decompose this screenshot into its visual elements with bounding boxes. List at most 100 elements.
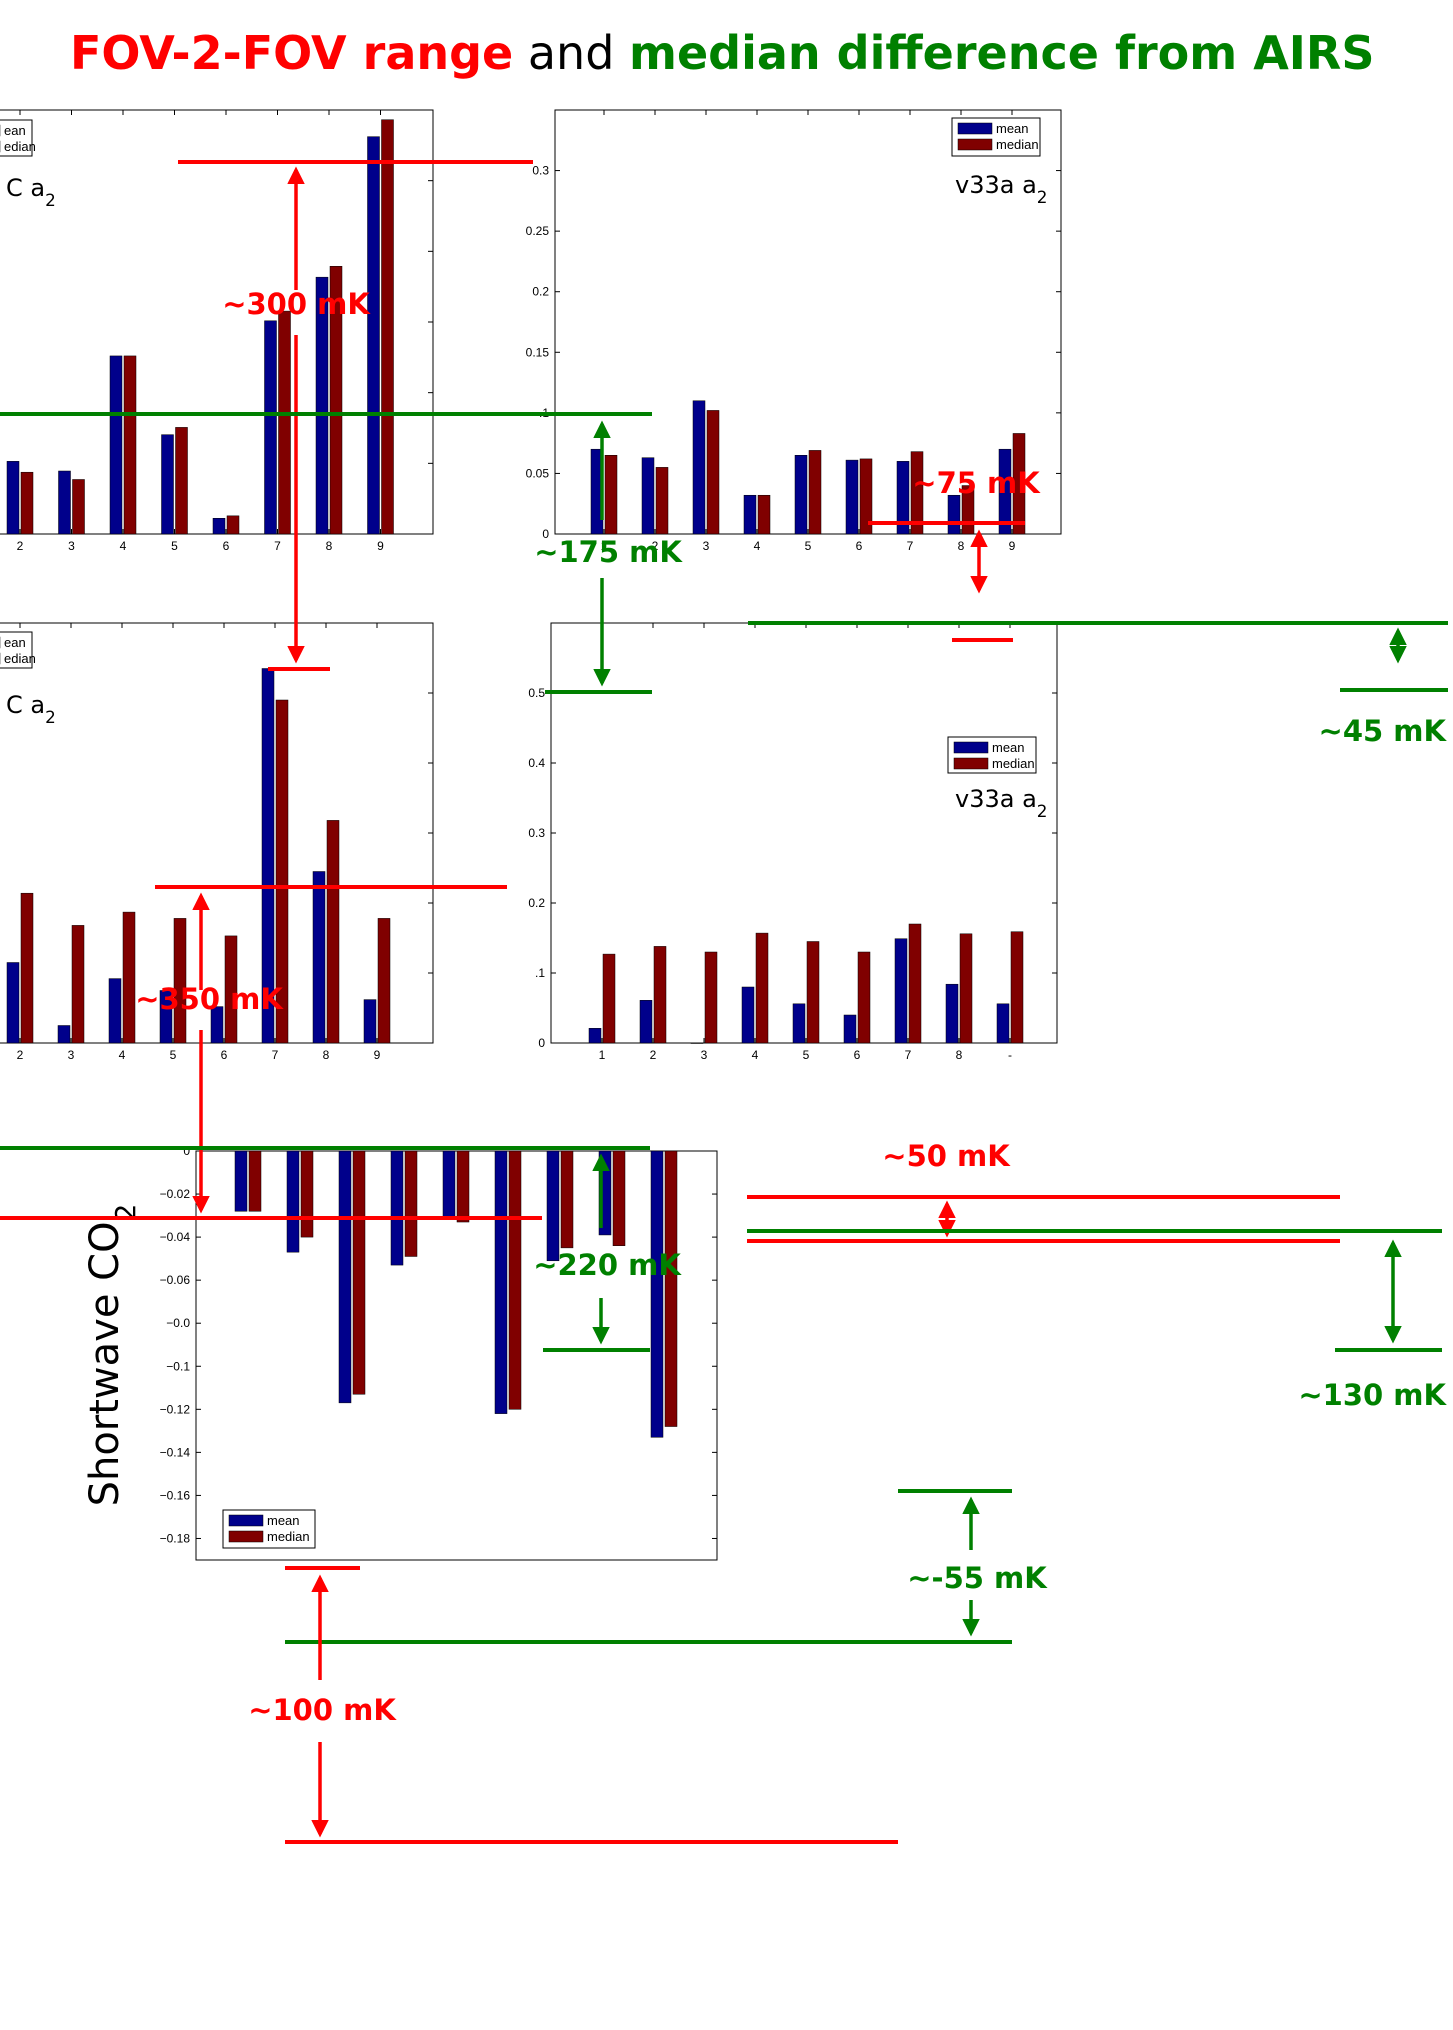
x-tick-label: 8 bbox=[958, 539, 965, 553]
bar-mean bbox=[159, 990, 173, 1044]
y-tick-label: −0.12 bbox=[160, 1402, 191, 1416]
bar-mean bbox=[998, 448, 1012, 535]
bar-mean bbox=[390, 1150, 404, 1266]
axes-frame bbox=[0, 622, 434, 1044]
bar-mean bbox=[494, 1150, 508, 1414]
bar-mean bbox=[692, 400, 706, 535]
y-tick-label: 0.2 bbox=[532, 285, 549, 299]
bar-mean bbox=[210, 1006, 224, 1044]
bar-median bbox=[175, 427, 188, 535]
range-annotation: ~100 mK bbox=[248, 1693, 397, 1727]
legend-label-mean: ean bbox=[4, 635, 26, 650]
bar-mean bbox=[6, 461, 20, 535]
y-tick-label: −0.16 bbox=[160, 1488, 191, 1502]
range-annotation: ~350 mK bbox=[135, 982, 284, 1016]
x-tick-label: 7 bbox=[907, 539, 914, 553]
legend-label-median: median bbox=[267, 1529, 310, 1544]
legend-label-median: median bbox=[992, 756, 1035, 771]
bar-median bbox=[326, 820, 340, 1044]
bar-median bbox=[248, 1150, 262, 1212]
title-part-median: median difference from AIRS bbox=[629, 26, 1375, 80]
x-tick-label: 2 bbox=[650, 1048, 657, 1062]
x-tick-label: 4 bbox=[120, 539, 127, 553]
bar-mean bbox=[442, 1150, 456, 1218]
annotation-backdrop bbox=[248, 1688, 398, 1728]
y-tick-label: −0.1 bbox=[166, 1359, 190, 1373]
bar-median bbox=[123, 355, 137, 535]
page-title: FOV-2-FOV range and median difference fr… bbox=[70, 26, 1374, 80]
x-tick-label: 2 bbox=[17, 539, 24, 553]
y-tick-label: 0.25 bbox=[526, 224, 550, 238]
legend-label-median: edian bbox=[4, 139, 36, 154]
y-tick-label: 0 bbox=[542, 527, 549, 541]
legend-box bbox=[0, 631, 33, 669]
bar-mean bbox=[947, 494, 961, 535]
bar-mean bbox=[57, 1025, 71, 1044]
x-tick-label: 9 bbox=[377, 539, 384, 553]
x-tick-label: 9 bbox=[1009, 539, 1016, 553]
legend-label-median: median bbox=[996, 137, 1039, 152]
bar-median bbox=[508, 1150, 522, 1410]
bar-median bbox=[72, 479, 85, 535]
bar-median bbox=[908, 923, 922, 1044]
bar-median bbox=[71, 925, 85, 1044]
bar-median bbox=[404, 1150, 418, 1257]
y-tick-label: 0 bbox=[538, 1036, 545, 1050]
y-tick-label: −0.18 bbox=[160, 1531, 191, 1545]
bar-mean bbox=[109, 355, 123, 535]
bar-mean bbox=[108, 978, 122, 1044]
x-tick-label: 3 bbox=[703, 539, 710, 553]
bar-mean bbox=[588, 1028, 602, 1044]
bar-median bbox=[377, 918, 391, 1044]
x-tick-label: 8 bbox=[323, 1048, 330, 1062]
legend-label-mean: ean bbox=[4, 123, 26, 138]
x-tick-label: - bbox=[1008, 1048, 1012, 1062]
x-tick-label: 6 bbox=[854, 1048, 861, 1062]
bar-mean bbox=[794, 455, 808, 535]
bar-median bbox=[757, 494, 771, 535]
bar-median bbox=[226, 515, 240, 535]
bar-mean bbox=[639, 1000, 653, 1044]
bar-median bbox=[604, 455, 618, 535]
bar-median bbox=[20, 892, 34, 1044]
x-tick-label: 1 bbox=[601, 539, 608, 553]
bar-mean bbox=[690, 1042, 704, 1044]
legend-label-mean: mean bbox=[996, 121, 1029, 136]
legend-swatch-mean bbox=[953, 741, 989, 754]
bar-median bbox=[560, 1150, 574, 1249]
bar-median bbox=[456, 1150, 470, 1223]
bar-mean bbox=[741, 986, 755, 1044]
x-tick-label: 6 bbox=[856, 539, 863, 553]
bar-mean bbox=[212, 518, 226, 535]
y-tick-label: .1 bbox=[535, 966, 545, 980]
y-tick-label: −0.14 bbox=[160, 1445, 191, 1459]
median-annotation: ~-55 mK bbox=[907, 1561, 1048, 1595]
panel-label: C a2 bbox=[6, 691, 56, 727]
x-tick-label: 3 bbox=[68, 1048, 75, 1062]
chart-panel-p2: 00.05.10.150.20.250.3123456789meanmedian… bbox=[526, 109, 1062, 553]
bar-median bbox=[755, 932, 769, 1044]
bar-mean bbox=[546, 1150, 560, 1262]
range-annotation: ~300 mK bbox=[222, 287, 371, 321]
x-tick-label: 2 bbox=[652, 539, 659, 553]
bar-mean bbox=[234, 1150, 248, 1212]
bar-median bbox=[1012, 433, 1026, 535]
y-tick-label: 0.3 bbox=[528, 826, 545, 840]
legend-swatch-mean bbox=[228, 1514, 264, 1527]
bar-median bbox=[278, 310, 291, 535]
axes-frame bbox=[195, 1150, 718, 1561]
x-tick-label: 7 bbox=[274, 539, 281, 553]
bar-median bbox=[612, 1150, 626, 1246]
bar-median bbox=[1010, 931, 1024, 1044]
bar-mean bbox=[315, 276, 329, 535]
bar-mean bbox=[286, 1150, 300, 1253]
bar-median bbox=[381, 119, 394, 535]
x-tick-label: 5 bbox=[805, 539, 812, 553]
bar-median bbox=[655, 467, 669, 535]
bar-mean bbox=[641, 457, 655, 535]
y-tick-label: 0.05 bbox=[526, 466, 550, 480]
bar-median bbox=[20, 471, 34, 535]
x-tick-label: 7 bbox=[272, 1048, 279, 1062]
bar-mean bbox=[264, 320, 277, 535]
x-tick-label: 5 bbox=[170, 1048, 177, 1062]
